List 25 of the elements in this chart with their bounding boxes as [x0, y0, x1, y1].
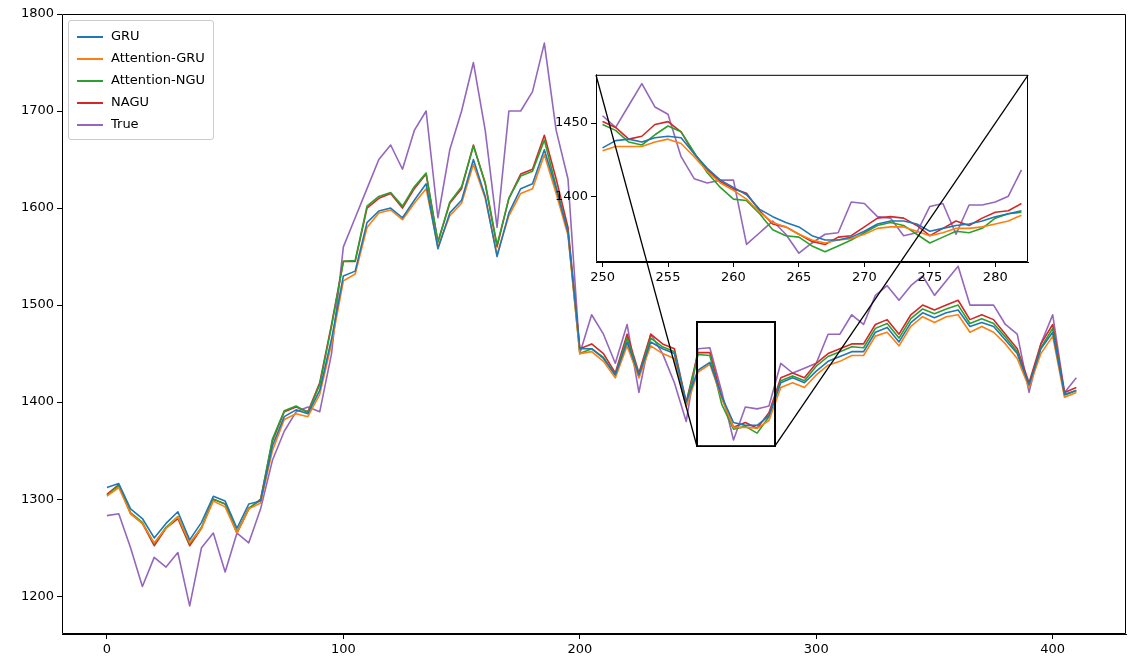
- x-tick-label: 270: [851, 269, 877, 285]
- x-tick-label: 255: [655, 269, 681, 285]
- y-tick-label: 1450: [554, 114, 588, 130]
- y-tick-label: 1200: [20, 587, 54, 603]
- legend-label: GRU: [111, 28, 140, 43]
- y-tick-label: 1800: [20, 5, 54, 21]
- x-tick-label: 250: [590, 269, 615, 285]
- legend-label: Attention-GRU: [111, 50, 205, 65]
- x-tick-label: 260: [721, 269, 746, 285]
- legend-label: Attention-NGU: [111, 72, 206, 87]
- x-tick-label: 275: [917, 269, 943, 285]
- legend-label: True: [111, 116, 139, 131]
- x-tick-label: 265: [786, 269, 812, 285]
- y-tick-label: 1400: [20, 393, 54, 409]
- y-tick-label: 1700: [20, 102, 54, 118]
- x-tick-label: 0: [102, 641, 112, 657]
- x-tick-label: 300: [803, 641, 829, 657]
- x-tick-label: 100: [330, 641, 356, 657]
- legend-label: NAGU: [111, 94, 149, 109]
- x-tick-label: 280: [982, 269, 1008, 285]
- x-tick-label: 200: [567, 641, 593, 657]
- x-tick-label: 400: [1040, 641, 1066, 657]
- y-tick-label: 1300: [20, 490, 54, 506]
- y-tick-label: 1500: [20, 296, 54, 312]
- y-tick-label: 1600: [20, 199, 54, 215]
